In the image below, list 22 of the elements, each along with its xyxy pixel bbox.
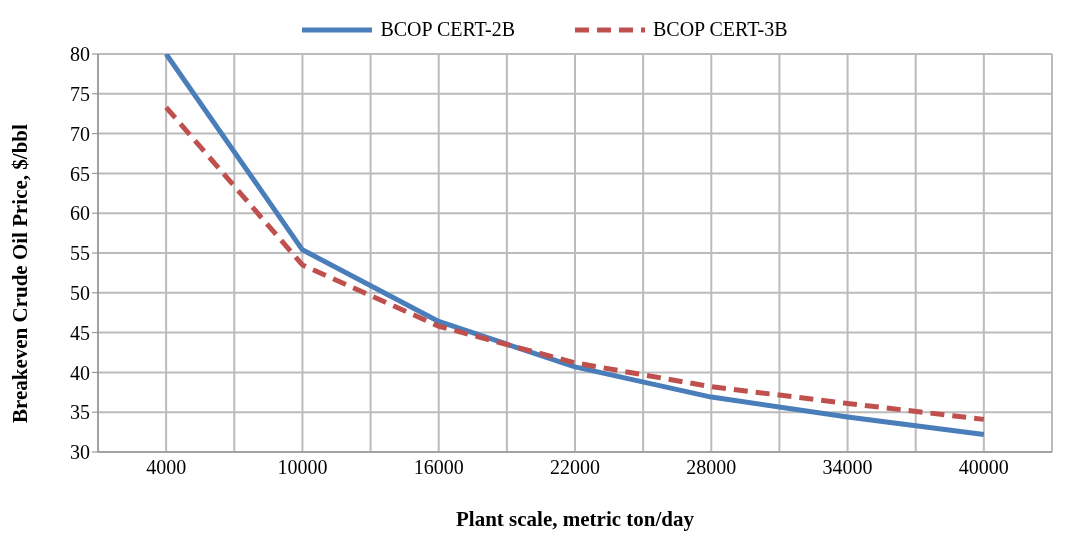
y-tick-label: 35 (70, 401, 90, 424)
y-tick-label: 40 (70, 361, 90, 384)
x-tick-label: 40000 (958, 456, 1009, 479)
y-axis-title: Breakeven Crude Oil Price, $/bbl (8, 123, 33, 423)
legend-label: BCOP CERT-2B (379, 18, 515, 41)
y-tick-label: 60 (70, 202, 90, 225)
y-tick-label: 45 (70, 321, 90, 344)
y-tick-label: 70 (70, 122, 90, 145)
x-tick-label: 28000 (686, 456, 737, 479)
y-tick-label: 65 (70, 162, 90, 185)
x-tick-label: 16000 (413, 456, 464, 479)
y-tick-label: 30 (70, 441, 90, 464)
legend-label: BCOP CERT-3B (652, 18, 788, 41)
y-tick-label: 80 (70, 43, 90, 66)
x-axis-title: Plant scale, metric ton/day (456, 507, 695, 531)
y-tick-label: 75 (70, 82, 90, 105)
y-tick-label: 50 (70, 281, 90, 304)
x-tick-label: 10000 (277, 456, 328, 479)
x-tick-label: 4000 (146, 456, 187, 479)
x-tick-label: 22000 (550, 456, 600, 479)
y-tick-label: 55 (70, 242, 90, 265)
x-tick-label: 34000 (822, 456, 873, 479)
